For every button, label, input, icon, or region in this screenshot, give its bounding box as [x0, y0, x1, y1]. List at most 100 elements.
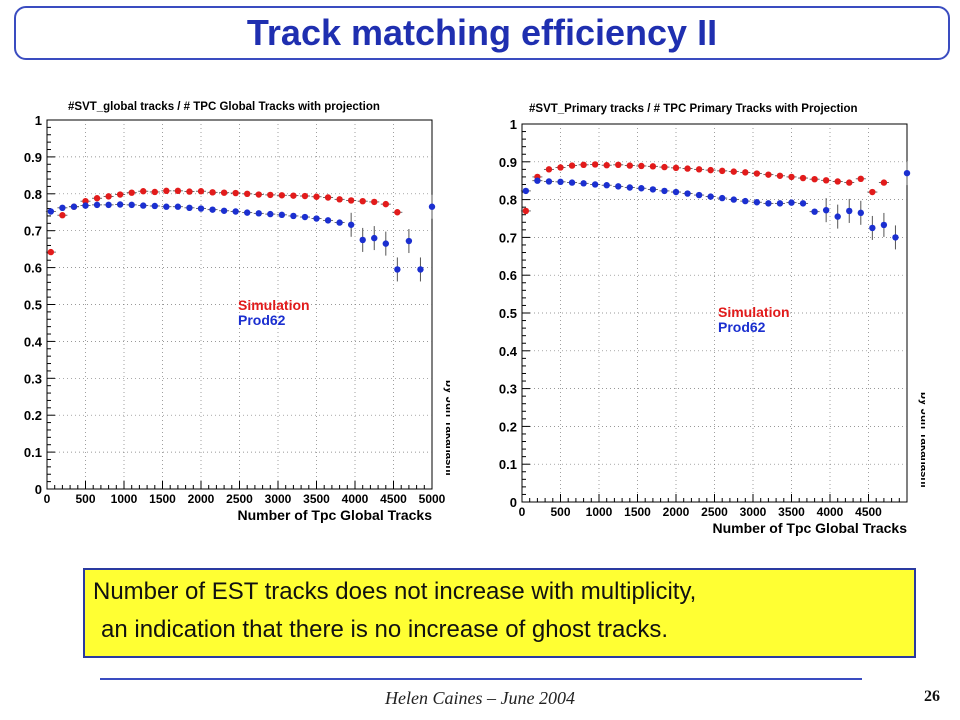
- left-data-point: [255, 210, 262, 217]
- right-x-tick-label: 1500: [624, 505, 651, 519]
- right-data-point: [753, 199, 761, 206]
- right-data-point: [788, 173, 795, 181]
- note-line-2: an indication that there is no increase …: [101, 616, 668, 643]
- right-data-point: [672, 188, 680, 196]
- right-y-tick-label: 0: [510, 495, 517, 510]
- left-data-point: [128, 189, 135, 196]
- right-grid: [522, 124, 907, 502]
- left-data-point: [244, 209, 251, 216]
- right-data-point: [568, 179, 576, 186]
- right-data-point: [591, 181, 599, 188]
- left-data-point: [105, 201, 112, 209]
- left-data-point: [278, 192, 286, 199]
- left-data-point: [417, 266, 424, 273]
- right-data-point: [834, 178, 841, 185]
- right-data-point: [638, 185, 645, 192]
- right-data-point: [615, 161, 622, 169]
- right-data-point: [580, 161, 587, 169]
- left-x-tick-label: 2000: [188, 492, 215, 506]
- right-data-point: [776, 172, 784, 179]
- right-data-point: [857, 175, 864, 183]
- left-data-point: [70, 203, 78, 210]
- right-data-point: [765, 171, 772, 178]
- left-x-tick-label: 4500: [380, 492, 407, 506]
- right-data-point: [534, 177, 541, 184]
- left-x-tick-label: 3500: [303, 492, 330, 506]
- right-data-point: [799, 200, 807, 207]
- left-y-tick-label: 0.5: [24, 298, 42, 313]
- right-y-tick-label: 0.3: [499, 382, 517, 397]
- right-x-tick-label: 2500: [701, 505, 728, 519]
- left-data-point: [382, 240, 389, 247]
- left-grid: [47, 120, 432, 489]
- right-data-point: [661, 163, 668, 171]
- left-y-tick-label: 1: [35, 113, 42, 128]
- right-data-point: [880, 221, 888, 229]
- right-data-point: [730, 168, 737, 175]
- left-data-point: [59, 204, 66, 212]
- left-data-point: [209, 189, 216, 196]
- right-legend-prod62: Prod62: [718, 319, 766, 335]
- left-data-point: [382, 200, 389, 208]
- right-y-tick-label: 0.2: [499, 419, 517, 434]
- left-data-point: [163, 187, 170, 195]
- left-data-point: [186, 188, 193, 195]
- left-data-point: [174, 187, 182, 195]
- right-y-tick-label: 0.1: [499, 457, 517, 472]
- right-data-point: [545, 166, 553, 173]
- left-y-tick-label: 0: [35, 482, 42, 497]
- left-x-tick-label: 1500: [149, 492, 176, 506]
- left-data-point: [140, 188, 147, 195]
- left-data-point: [324, 217, 332, 224]
- right-data-point: [811, 175, 818, 183]
- right-data-point: [522, 207, 530, 215]
- chart-right-svg: 0 500 1000 1500 2000 2500 3000 3500 4000 4500 0 0.1…: [499, 103, 930, 536]
- left-x-tick-label: 5000: [419, 492, 446, 506]
- right-data-point: [765, 200, 772, 207]
- left-x-tick-label: 4000: [342, 492, 369, 506]
- right-data-point: [869, 224, 876, 232]
- right-data-point: [776, 200, 784, 207]
- chart-left: 0 500 1000 1500 2000 2500 3000 3500 4000 4500 5000…: [18, 95, 455, 531]
- right-data-point: [742, 169, 749, 176]
- right-data-point: [857, 209, 864, 217]
- left-data-point: [151, 202, 158, 210]
- right-data-point: [684, 190, 691, 197]
- left-chart-title: #SVT_global tracks / # TPC Global Tracks…: [68, 101, 380, 113]
- right-legend-simulation: Simulation: [718, 304, 790, 320]
- right-data-point: [615, 183, 622, 190]
- left-data-point: [267, 210, 274, 218]
- right-x-tick-label: 500: [550, 505, 570, 519]
- right-data-point: [522, 187, 530, 195]
- left-data-point: [301, 192, 309, 200]
- right-data-point: [846, 179, 853, 186]
- chart-right: 0 500 1000 1500 2000 2500 3000 3500 4000 4500 0 0.1…: [493, 97, 930, 547]
- chart-left-svg: 0 500 1000 1500 2000 2500 3000 3500 4000 4500 5000…: [24, 101, 455, 523]
- note-line-1: Number of EST tracks does not increase w…: [93, 578, 697, 605]
- left-data-point: [290, 212, 297, 220]
- right-chart-title: #SVT_Primary tracks / # TPC Primary Trac…: [529, 103, 858, 115]
- right-data-point: [672, 164, 680, 172]
- right-data-point: [742, 197, 749, 205]
- footer-author: Helen Caines – June 2004: [385, 688, 575, 708]
- right-data-point: [822, 177, 830, 184]
- left-y-tick-label: 0.8: [24, 187, 42, 202]
- left-data-point: [255, 191, 262, 198]
- left-data-point: [359, 197, 366, 205]
- right-data-point: [811, 208, 818, 215]
- right-data-point: [719, 167, 726, 175]
- right-x-tick-label: 4000: [817, 505, 844, 519]
- left-data-point: [47, 208, 55, 215]
- right-data-point: [834, 213, 841, 220]
- right-data-point: [649, 186, 657, 193]
- left-data-point: [82, 197, 89, 205]
- left-data-point: [220, 189, 228, 196]
- right-data-point: [903, 169, 911, 177]
- right-data-point: [591, 161, 599, 168]
- right-data-point: [707, 166, 714, 174]
- right-y-tick-label: 0.9: [499, 155, 517, 170]
- right-x-tick-label: 2000: [663, 505, 690, 519]
- left-data-point: [220, 207, 228, 214]
- right-data-point: [557, 164, 564, 171]
- right-series-simulation: [520, 161, 889, 215]
